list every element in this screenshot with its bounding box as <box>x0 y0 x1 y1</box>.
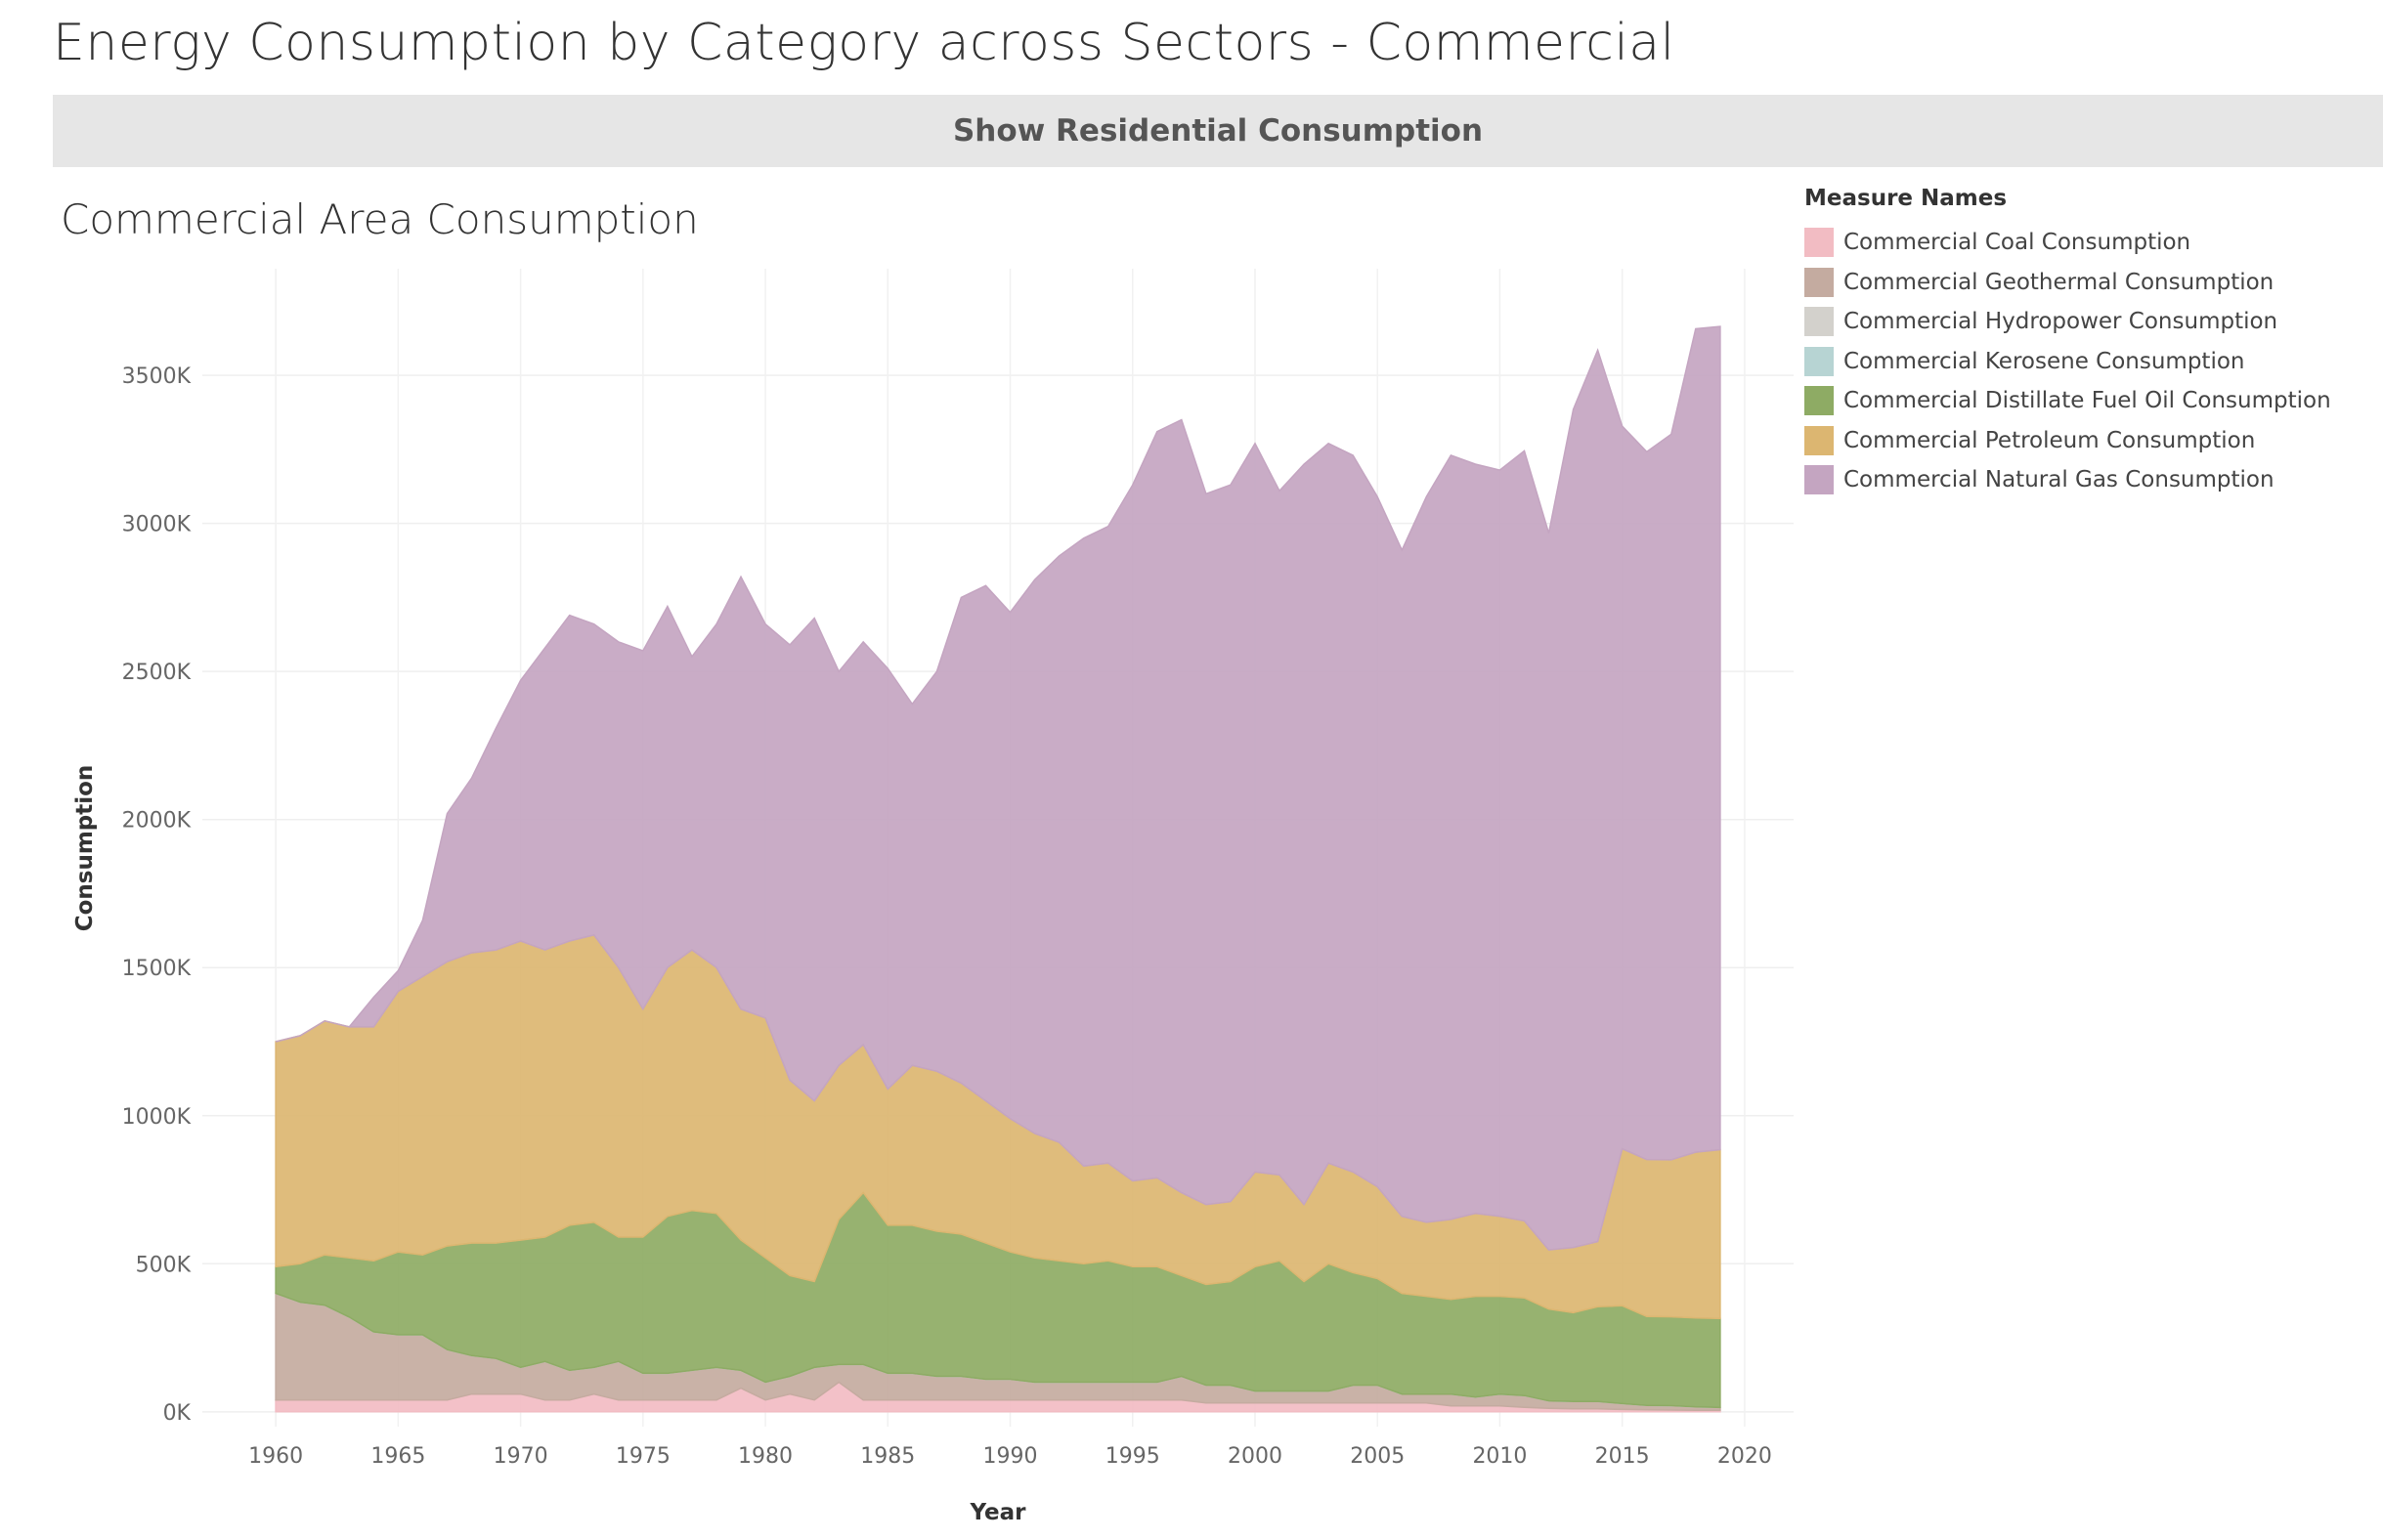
x-tick-label: 2010 <box>1472 1444 1527 1469</box>
y-tick-label: 1000K <box>122 1105 192 1130</box>
legend-item[interactable]: Commercial Geothermal Consumption <box>1804 263 2371 303</box>
legend-item[interactable]: Commercial Coal Consumption <box>1804 223 2371 263</box>
y-axis-label: Consumption <box>72 765 98 932</box>
legend-items: Commercial Coal Consumption Commercial Ge… <box>1804 223 2371 500</box>
y-tick-label: 2500K <box>122 661 192 685</box>
x-tick-label: 2000 <box>1228 1444 1282 1469</box>
legend-label: Commercial Kerosene Consumption <box>1843 348 2245 374</box>
y-tick-label: 0K <box>163 1401 192 1426</box>
legend-title: Measure Names <box>1804 186 2008 211</box>
legend-swatch <box>1804 346 1834 376</box>
y-tick-label: 3500K <box>122 364 192 389</box>
x-tick-label: 1995 <box>1105 1444 1160 1469</box>
legend: Measure Names Commercial Coal Consumptio… <box>1804 186 2371 500</box>
x-tick-label: 1960 <box>248 1444 303 1469</box>
x-axis-ticks: 1960 1965 1970 1975 1980 1985 1990 1995 2000 2005… <box>248 1444 1772 1469</box>
legend-item[interactable]: Commercial Kerosene Consumption <box>1804 342 2371 382</box>
x-tick-label: 1980 <box>738 1444 793 1469</box>
y-tick-label: 3000K <box>122 513 192 537</box>
page-title: Energy Consumption by Category across Se… <box>53 14 1675 72</box>
legend-swatch <box>1804 425 1834 455</box>
x-tick-label: 1985 <box>860 1444 915 1469</box>
legend-item[interactable]: Commercial Hydropower Consumption <box>1804 302 2371 342</box>
legend-item[interactable]: Commercial Petroleum Consumption <box>1804 421 2371 461</box>
x-tick-label: 1975 <box>616 1444 671 1469</box>
x-tick-label: 2020 <box>1717 1444 1772 1469</box>
area-series-group <box>275 325 1721 1413</box>
x-tick-label: 2005 <box>1350 1444 1405 1469</box>
legend-label: Commercial Petroleum Consumption <box>1843 427 2256 453</box>
x-tick-label: 1970 <box>494 1444 548 1469</box>
y-tick-label: 2000K <box>122 809 192 834</box>
x-tick-label: 2015 <box>1595 1444 1650 1469</box>
y-tick-label: 1500K <box>122 957 192 981</box>
legend-item[interactable]: Commercial Distillate Fuel Oil Consumpti… <box>1804 381 2371 421</box>
legend-swatch <box>1804 386 1834 416</box>
x-tick-label: 1990 <box>983 1444 1038 1469</box>
x-axis-label: Year <box>969 1500 1026 1525</box>
area-chart: 0K 500K 1000K 1500K 2000K 2500K 3000K 3500K 196… <box>72 269 1794 1525</box>
legend-swatch <box>1804 307 1834 337</box>
y-tick-label: 500K <box>136 1253 192 1277</box>
y-axis-ticks: 0K 500K 1000K 1500K 2000K 2500K 3000K 3500K <box>122 364 192 1426</box>
legend-label: Commercial Hydropower Consumption <box>1843 309 2278 335</box>
legend-item[interactable]: Commercial Natural Gas Consumption <box>1804 460 2371 500</box>
show-residential-button[interactable]: Show Residential Consumption <box>53 95 2383 167</box>
area-commercial-natural-gas-consumption <box>275 325 1721 1251</box>
legend-label: Commercial Coal Consumption <box>1843 230 2191 256</box>
chart-title: Commercial Area Consumption <box>61 195 699 243</box>
legend-swatch <box>1804 228 1834 258</box>
legend-swatch <box>1804 267 1834 297</box>
legend-label: Commercial Geothermal Consumption <box>1843 269 2275 295</box>
x-tick-label: 1965 <box>370 1444 425 1469</box>
legend-label: Commercial Natural Gas Consumption <box>1843 467 2275 493</box>
legend-label: Commercial Distillate Fuel Oil Consumpti… <box>1843 388 2331 414</box>
legend-swatch <box>1804 465 1834 495</box>
